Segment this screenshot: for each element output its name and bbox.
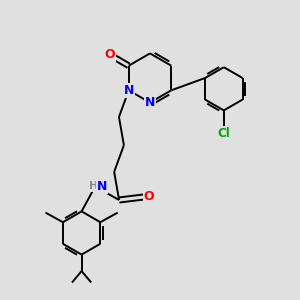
Text: O: O [144,190,154,203]
Text: N: N [145,96,155,109]
Text: Cl: Cl [218,127,230,140]
Text: O: O [105,48,115,62]
Text: N: N [124,84,134,97]
Text: H: H [89,182,98,191]
Text: N: N [97,180,107,193]
